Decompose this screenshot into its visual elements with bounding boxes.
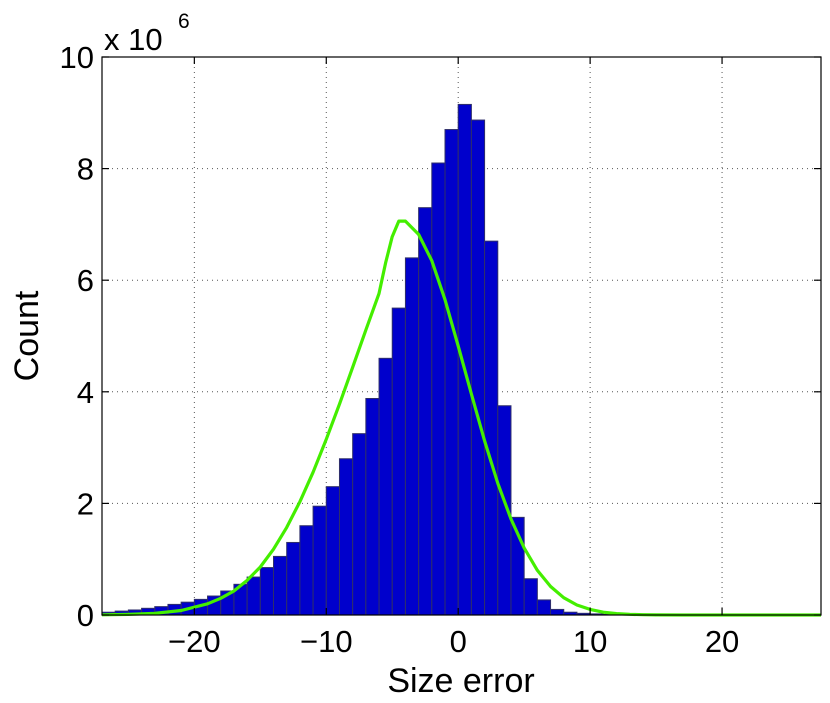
y-tick-label: 8	[77, 152, 94, 187]
histogram-bar	[431, 162, 446, 616]
histogram-bar	[470, 119, 486, 616]
histogram-bar	[259, 567, 275, 616]
histogram-bar	[536, 599, 552, 616]
histogram-bar	[338, 458, 354, 616]
histogram-bar	[404, 257, 420, 616]
histogram-bar	[418, 207, 433, 616]
histogram-bar	[457, 103, 472, 616]
y-tick-labels: 0 2 4 6 8 10	[60, 40, 94, 633]
x-tick-label: −20	[168, 624, 221, 659]
y-tick-label: 2	[77, 486, 94, 521]
histogram-bar	[246, 576, 261, 616]
histogram-bar	[378, 357, 393, 616]
histogram-bar	[484, 240, 499, 616]
histogram-bar	[286, 541, 301, 616]
x-tick-labels: −20 −10 0 10 20	[168, 624, 739, 659]
histogram-bar	[550, 608, 565, 616]
histogram-bar	[273, 555, 288, 616]
histogram-bar	[365, 397, 380, 616]
y-multiplier-exponent: 6	[178, 10, 190, 33]
y-tick-label: 6	[77, 263, 94, 298]
histogram-bar	[523, 578, 538, 616]
histogram-bar	[444, 129, 459, 616]
x-tick-label: 0	[450, 624, 467, 659]
x-tick-label: −10	[300, 624, 353, 659]
x-axis-label: Size error	[387, 662, 534, 700]
x-tick-label: 20	[705, 624, 739, 659]
y-multiplier-base: x 10	[104, 22, 163, 57]
histogram-bar	[352, 433, 367, 616]
gaussian-fit-curve	[101, 219, 821, 617]
x-tick-label: 10	[573, 624, 607, 659]
histogram-bar	[325, 486, 340, 616]
fit-curve-layer	[101, 219, 821, 617]
y-tick-label: 0	[77, 598, 94, 633]
y-tick-label: 4	[77, 375, 94, 410]
histogram-bar	[312, 505, 327, 616]
axis-ticks	[102, 56, 821, 616]
y-axis-label: Count	[8, 290, 46, 381]
histogram-bar	[299, 525, 314, 616]
y-tick-label: 10	[60, 40, 94, 75]
plot-frame	[101, 56, 822, 616]
histogram-bar	[391, 307, 406, 616]
